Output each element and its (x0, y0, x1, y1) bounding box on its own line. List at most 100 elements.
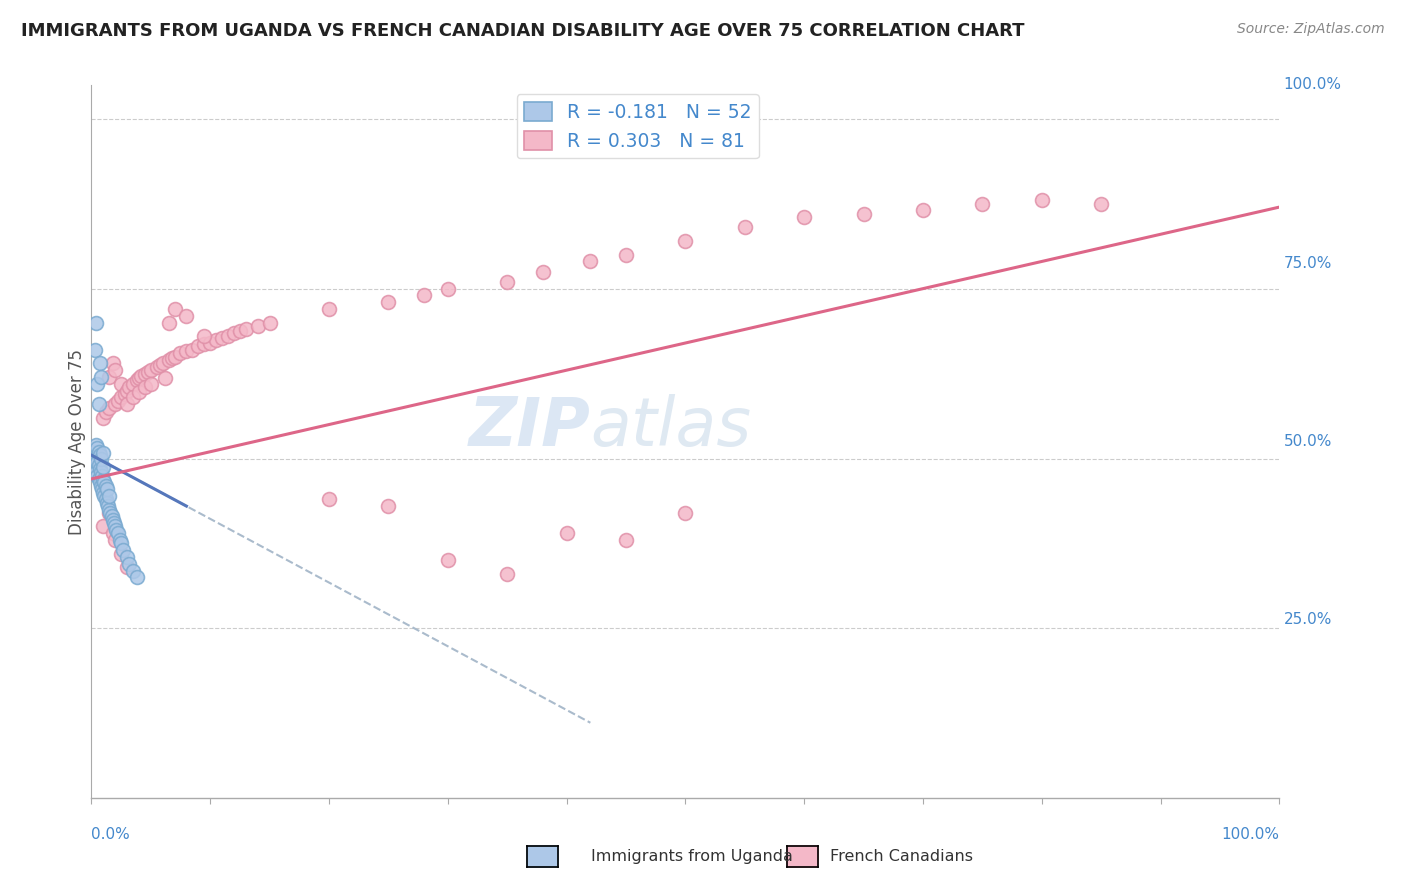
Point (91, 473, 114, 487)
Point (86, 455, 108, 469)
Point (149, 358, 172, 372)
Point (110, 390, 132, 404)
Point (84, 458, 107, 473)
Y-axis label: Disability Age Over 75: Disability Age Over 75 (67, 349, 86, 534)
Point (104, 519, 127, 533)
Point (90, 465, 112, 479)
Point (90, 451, 112, 466)
Point (436, 282, 458, 296)
Point (229, 324, 252, 338)
Point (87, 397, 110, 411)
Point (122, 564, 145, 578)
Point (734, 220, 756, 235)
Text: 100.0%: 100.0% (1284, 78, 1341, 92)
Point (91, 410, 114, 425)
Point (90, 479, 112, 493)
Point (94, 492, 117, 507)
Point (96, 482, 118, 496)
Point (138, 365, 160, 379)
Point (235, 322, 257, 336)
Point (91, 446, 114, 460)
Point (163, 350, 186, 364)
Point (1090, 196, 1112, 211)
Point (153, 371, 176, 385)
Point (107, 393, 129, 408)
Point (318, 301, 340, 316)
Point (89, 475, 111, 490)
Point (193, 329, 215, 343)
Point (94, 405, 117, 419)
Point (911, 203, 934, 218)
Point (108, 533, 131, 547)
Point (84, 444, 107, 458)
Point (134, 380, 156, 394)
Point (531, 265, 554, 279)
Point (134, 367, 156, 381)
Point (97, 499, 120, 513)
Point (101, 526, 124, 541)
Point (176, 344, 198, 359)
Point (87, 472, 110, 486)
Text: 100.0%: 100.0% (1222, 827, 1279, 841)
Point (152, 356, 174, 370)
Point (87, 444, 110, 458)
Point (972, 196, 994, 211)
Point (246, 318, 269, 333)
Point (100, 506, 122, 520)
Text: atlas: atlas (591, 394, 751, 460)
Point (145, 359, 167, 374)
Point (98, 502, 121, 516)
Point (122, 376, 145, 391)
Point (169, 346, 191, 360)
Point (110, 547, 132, 561)
Point (83, 451, 105, 466)
Point (193, 337, 215, 351)
Point (101, 356, 124, 370)
Point (91, 459, 114, 474)
Point (496, 567, 519, 582)
Point (211, 330, 233, 344)
Point (98, 506, 121, 520)
Point (84, 343, 107, 357)
Point (187, 339, 209, 353)
Point (222, 326, 245, 340)
Point (413, 288, 436, 302)
Point (105, 523, 128, 537)
Point (125, 570, 148, 584)
Point (139, 363, 162, 377)
Point (89, 356, 111, 370)
Point (181, 343, 204, 357)
Point (128, 384, 150, 399)
Point (100, 509, 122, 524)
Text: French Canadians: French Canadians (830, 849, 973, 863)
Point (115, 384, 138, 398)
Point (160, 351, 183, 365)
Point (98, 401, 121, 415)
Point (115, 550, 138, 565)
Point (139, 376, 162, 391)
Point (91, 468, 114, 483)
Text: Source: ZipAtlas.com: Source: ZipAtlas.com (1237, 22, 1385, 37)
Text: 75.0%: 75.0% (1284, 256, 1331, 270)
Point (128, 371, 150, 385)
Point (852, 207, 875, 221)
Point (101, 513, 124, 527)
Point (115, 560, 138, 574)
Point (91, 482, 114, 496)
Point (96, 496, 118, 510)
Point (125, 373, 148, 387)
Point (98, 489, 121, 503)
Point (129, 368, 152, 383)
Point (115, 397, 138, 411)
Text: IMMIGRANTS FROM UGANDA VS FRENCH CANADIAN DISABILITY AGE OVER 75 CORRELATION CHA: IMMIGRANTS FROM UGANDA VS FRENCH CANADIA… (21, 22, 1025, 40)
Point (86, 468, 108, 483)
Point (118, 380, 141, 394)
Point (793, 211, 815, 225)
Point (377, 295, 399, 310)
Point (114, 387, 136, 401)
Point (614, 533, 637, 547)
Point (84, 465, 107, 479)
Point (86, 442, 108, 456)
Point (673, 506, 696, 520)
Point (110, 536, 132, 550)
